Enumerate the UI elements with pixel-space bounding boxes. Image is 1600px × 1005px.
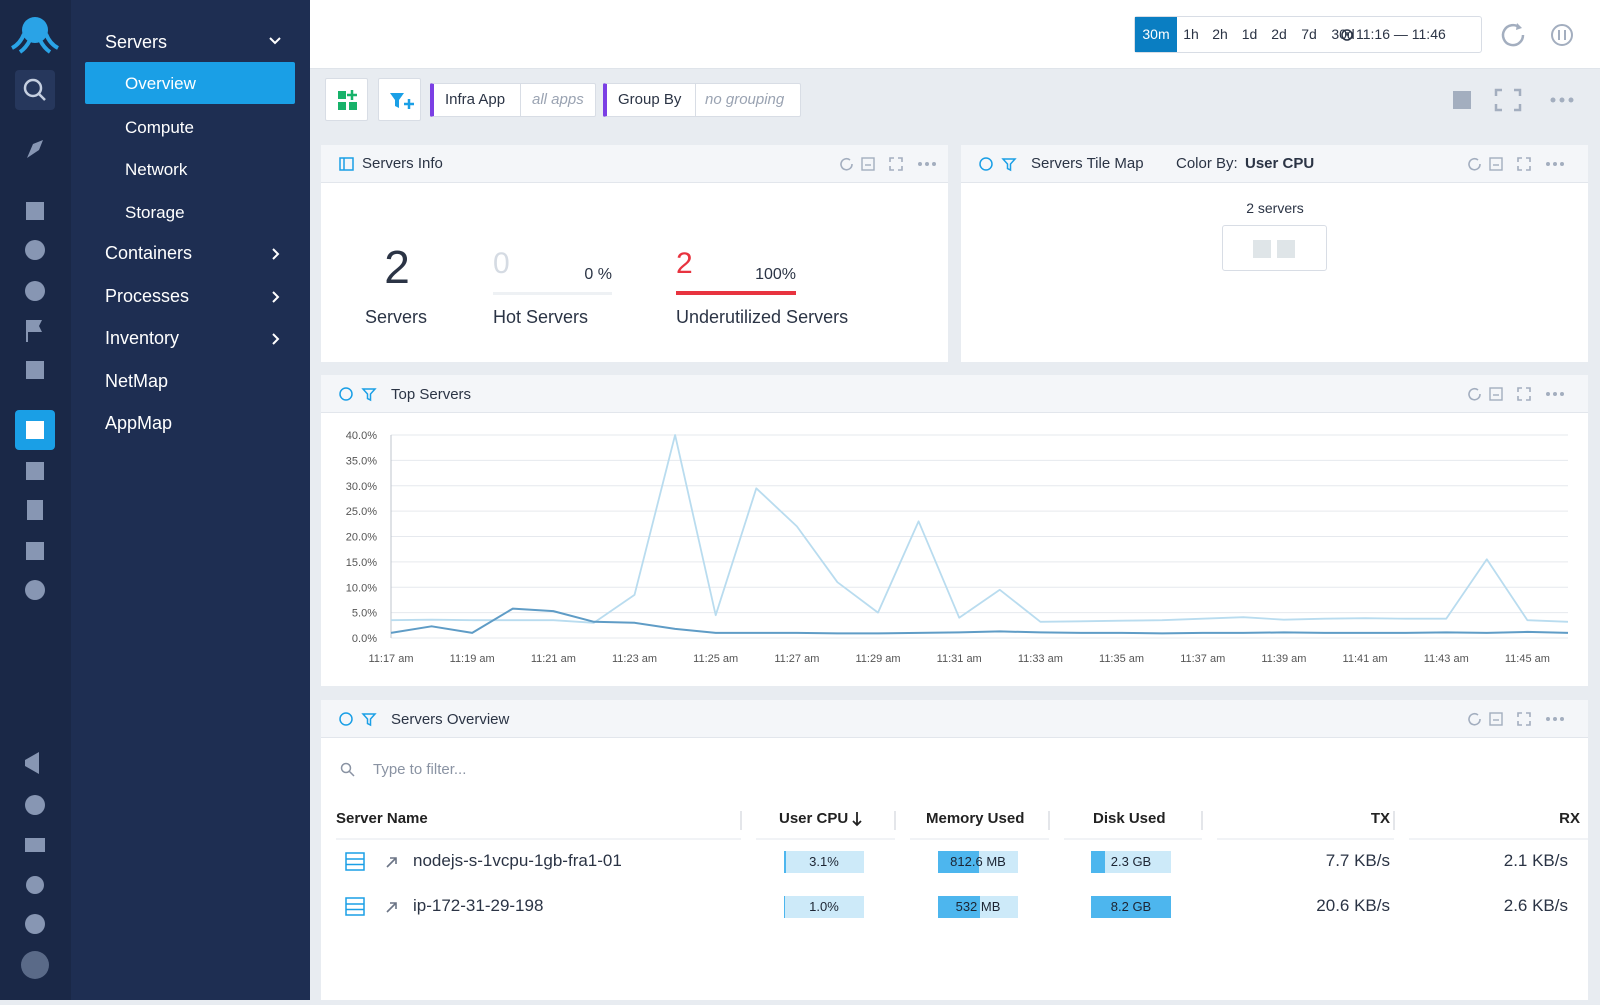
x-tick-label: 11:41 am (1343, 653, 1388, 665)
tx: 20.6 KB/s (1250, 896, 1390, 916)
x-tick-label: 11:27 am (774, 653, 819, 665)
panel-actions[interactable] (1466, 386, 1576, 402)
x-tick-label: 11:21 am (531, 653, 576, 665)
metric-bar: 1.0% (784, 896, 864, 918)
x-tick-label: 11:35 am (1099, 653, 1144, 665)
metric-bar: 8.2 GB (1091, 896, 1171, 918)
x-tick-label: 11:31 am (937, 653, 982, 665)
y-tick-label: 10.0% (346, 582, 377, 594)
x-tick-label: 11:23 am (612, 653, 657, 665)
x-tick-label: 11:19 am (450, 653, 495, 665)
server-icon (345, 897, 405, 917)
x-tick-label: 11:45 am (1505, 653, 1550, 665)
x-tick-label: 11:33 am (1018, 653, 1063, 665)
metric-label: 532 MB (938, 896, 1018, 918)
search-icon (340, 762, 356, 778)
y-tick-label: 5.0% (352, 608, 377, 620)
y-tick-label: 35.0% (346, 455, 377, 467)
rx: 2.1 KB/s (1428, 851, 1568, 871)
server-icon (345, 852, 405, 872)
panel-actions[interactable] (1466, 156, 1576, 172)
metric-label: 2.3 GB (1091, 851, 1171, 873)
panel-icons (338, 711, 378, 727)
panel-title: Servers Overview (391, 711, 509, 728)
metric-label: 1.0% (784, 896, 864, 918)
metric-label: 3.1% (784, 851, 864, 873)
metric-bar: 2.3 GB (1091, 851, 1171, 873)
x-tick-label: 11:37 am (1180, 653, 1225, 665)
server-name[interactable]: nodejs-s-1vcpu-1gb-fra1-01 (413, 851, 622, 871)
series-line (391, 435, 1568, 623)
x-tick-label: 11:39 am (1261, 653, 1306, 665)
y-tick-label: 0.0% (352, 633, 377, 645)
x-tick-label: 11:43 am (1424, 653, 1469, 665)
y-tick-label: 40.0% (346, 430, 377, 442)
metric-bar: 812.6 MB (938, 851, 1018, 873)
server-name[interactable]: ip-172-31-29-198 (413, 896, 543, 916)
metric-bar: 3.1% (784, 851, 864, 873)
panel-actions[interactable] (838, 156, 948, 172)
filter-input[interactable]: Type to filter... (373, 761, 466, 778)
y-tick-label: 25.0% (346, 506, 377, 518)
line-chart: 0.0% 5.0% 10.0% 15.0% 20.0% 25.0% 30.0% 35.0% 40… (0, 0, 1600, 700)
tx: 7.7 KB/s (1250, 851, 1390, 871)
metric-label: 812.6 MB (938, 851, 1018, 873)
rx: 2.6 KB/s (1428, 896, 1568, 916)
x-tick-label: 11:29 am (856, 653, 901, 665)
y-tick-label: 20.0% (346, 532, 377, 544)
y-tick-label: 15.0% (346, 557, 377, 569)
panel-actions[interactable] (1466, 711, 1576, 727)
header-rules (321, 805, 1588, 845)
panel (321, 700, 1588, 1000)
y-tick-label: 30.0% (346, 481, 377, 493)
metric-label: 8.2 GB (1091, 896, 1171, 918)
metric-bar: 532 MB (938, 896, 1018, 918)
x-tick-label: 11:25 am (693, 653, 738, 665)
x-tick-label: 11:17 am (368, 653, 413, 665)
